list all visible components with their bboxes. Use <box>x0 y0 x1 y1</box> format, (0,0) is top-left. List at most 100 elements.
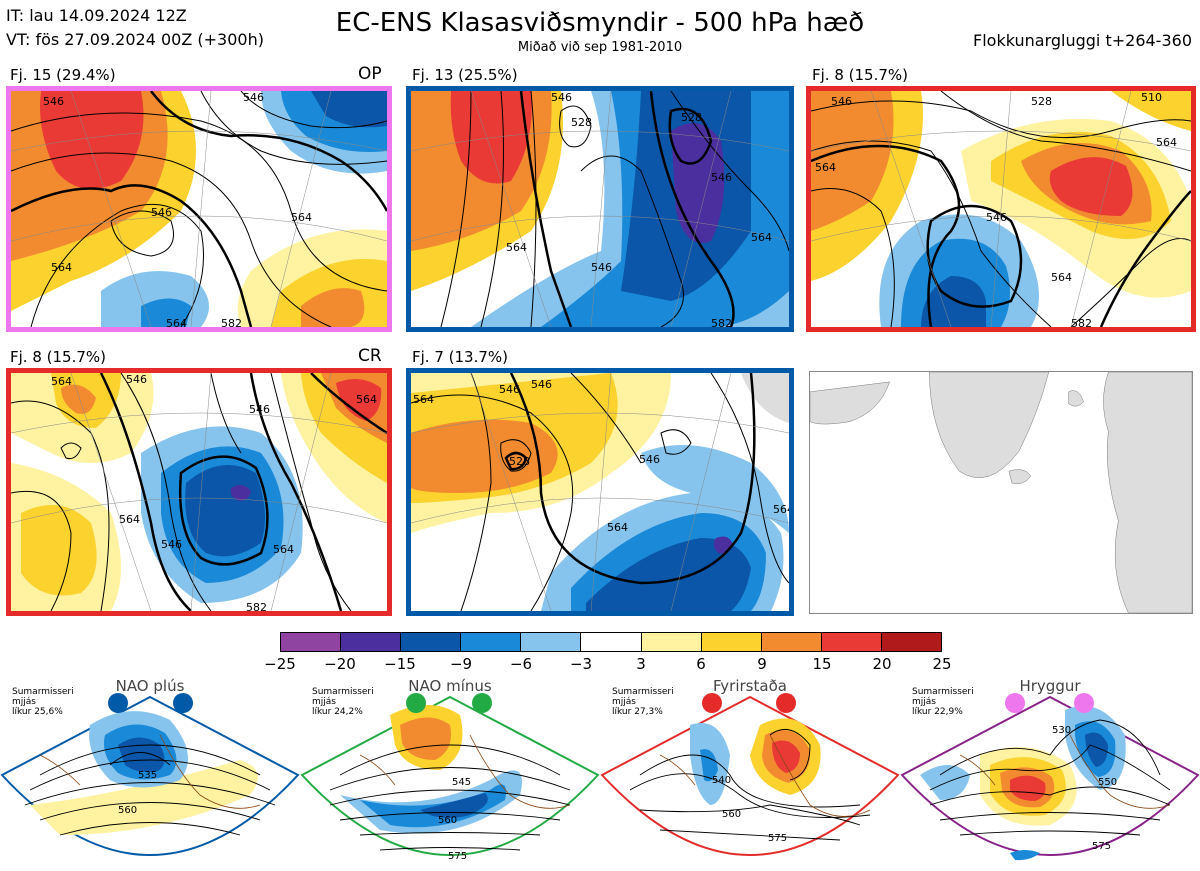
scale-tick: 15 <box>812 655 832 673</box>
cluster-map-1: 546 564 546 564 582 564 546 <box>11 91 387 327</box>
regime-nao-minus: 545 560 575 NAO mínus Sumarmisseri mjjás… <box>300 675 600 871</box>
contour-label: 528 <box>509 455 530 468</box>
contour-label: 535 <box>138 770 157 781</box>
contour-label: 560 <box>722 809 741 820</box>
color-swatch <box>521 633 582 651</box>
color-swatch <box>761 633 822 651</box>
contour-label: 564 <box>751 231 772 244</box>
regime-name: Hryggur <box>1019 677 1081 695</box>
regime-name: Fyrirstaða <box>713 677 787 695</box>
contour-label: 564 <box>815 161 836 174</box>
color-swatch <box>581 633 642 651</box>
panel-4-label: Fj. 8 (15.7%) <box>10 348 106 366</box>
regime-marker <box>173 693 193 713</box>
regime-marker <box>776 693 796 713</box>
regime-marker <box>472 693 492 713</box>
contour-label: 564 <box>1156 136 1177 149</box>
cluster-map-panel-1: 546 564 546 564 582 564 546 <box>6 86 392 332</box>
panel-4-tag: CR <box>358 346 382 366</box>
regime-name: NAO mínus <box>408 677 492 695</box>
contour-label: 560 <box>118 805 137 816</box>
cluster-map-3: 546 528 564 546 564 564 582 510 <box>811 91 1191 327</box>
contour-label: 510 <box>1141 91 1162 104</box>
contour-label: 546 <box>43 95 64 108</box>
color-swatch <box>701 633 762 651</box>
contour-label: 546 <box>591 261 612 274</box>
valid-time: VT: fös 27.09.2024 00Z (+300h) <box>6 30 264 49</box>
contour-label: 528 <box>1031 95 1052 108</box>
contour-label: 528 <box>571 116 592 129</box>
scale-tick: −9 <box>449 655 473 673</box>
scale-tick: −20 <box>324 655 356 673</box>
color-swatch <box>281 633 342 651</box>
regime-map: 540 560 575 <box>600 693 900 856</box>
scale-tick: 3 <box>636 655 646 673</box>
contour-label: 582 <box>246 601 267 611</box>
regime-info: Sumarmisseri mjjás líkur 25,6% <box>12 687 74 717</box>
page-subtitle: Miðað við sep 1981-2010 <box>517 40 683 55</box>
cluster-map-panel-5: 564 546 528 546 564 564 546 <box>406 368 794 616</box>
color-swatch <box>461 633 522 651</box>
regime-marker <box>406 693 426 713</box>
contour-label: 546 <box>986 211 1007 224</box>
contour-label: 540 <box>712 775 731 786</box>
regime-info: Sumarmisseri mjjás líkur 22,9% <box>912 687 974 717</box>
contour-label: 546 <box>551 91 572 104</box>
cluster-map-5: 564 546 528 546 564 564 546 <box>411 373 789 611</box>
scale-tick: 9 <box>757 655 767 673</box>
cluster-map-2: 528 546 564 582 546 564 528 546 <box>411 91 789 327</box>
contour-label: 546 <box>151 206 172 219</box>
classification-window: Flokkunargluggi t+264-360 <box>973 31 1192 50</box>
regime-info: Sumarmisseri mjjás líkur 24,2% <box>312 687 374 717</box>
contour-label: 575 <box>768 833 787 844</box>
basemap <box>810 372 1192 613</box>
contour-label: 528 <box>681 111 702 124</box>
contour-label: 564 <box>1051 271 1072 284</box>
contour-label: 564 <box>506 241 527 254</box>
color-swatch <box>401 633 462 651</box>
cluster-map-panel-2: 528 546 564 582 546 564 528 546 <box>406 86 794 332</box>
contour-label: 546 <box>711 171 732 184</box>
panel-2-label: Fj. 13 (25.5%) <box>412 66 518 84</box>
contour-label: 546 <box>639 453 660 466</box>
regime-map: 530 550 575 <box>900 693 1200 861</box>
color-swatch <box>881 633 942 651</box>
contour-label: 545 <box>452 777 471 788</box>
scale-tick: 6 <box>696 655 706 673</box>
regime-ridge: 530 550 575 Hryggur Sumarmisseri mjjás l… <box>900 675 1200 871</box>
contour-label: 546 <box>499 383 520 396</box>
contour-label: 546 <box>249 403 270 416</box>
empty-basemap-panel <box>809 371 1193 614</box>
contour-label: 546 <box>831 95 852 108</box>
contour-label: 575 <box>1092 841 1111 852</box>
contour-label: 560 <box>438 815 457 826</box>
scale-tick: 20 <box>872 655 892 673</box>
cluster-map-panel-3: 546 528 564 546 564 564 582 510 <box>806 86 1196 332</box>
regime-map: 535 560 <box>0 693 300 856</box>
contour-label: 564 <box>356 393 377 406</box>
contour-label: 564 <box>607 521 628 534</box>
panel-3-label: Fj. 8 (15.7%) <box>812 66 908 84</box>
color-scale-bar <box>280 632 942 652</box>
scale-tick: 25 <box>932 655 952 673</box>
contour-label: 582 <box>221 317 242 327</box>
contour-label: 530 <box>1052 725 1071 736</box>
contour-label: 546 <box>126 373 147 386</box>
regime-blocking: 540 560 575 Fyrirstaða Sumarmisseri mjjá… <box>600 675 900 871</box>
regime-marker <box>108 693 128 713</box>
contour-label: 582 <box>711 317 732 327</box>
regime-map: 545 560 575 <box>300 693 600 862</box>
regime-nao-plus: 535 560 NAO plús Sumarmisseri mjjás líku… <box>0 675 300 871</box>
panel-1-label: Fj. 15 (29.4%) <box>10 66 116 84</box>
cluster-map-4: 564 546 546 564 546 564 582 564 <box>11 373 387 611</box>
regime-marker <box>702 693 722 713</box>
contour-label: 546 <box>243 91 264 104</box>
contour-label: 582 <box>1071 317 1092 327</box>
contour-label: 546 <box>161 538 182 551</box>
contour-label: 564 <box>273 543 294 556</box>
contour-label: 550 <box>1098 777 1117 788</box>
regime-marker <box>1005 693 1025 713</box>
regime-name: NAO plús <box>115 677 185 695</box>
scale-tick: −15 <box>384 655 416 673</box>
regime-marker <box>1074 693 1094 713</box>
